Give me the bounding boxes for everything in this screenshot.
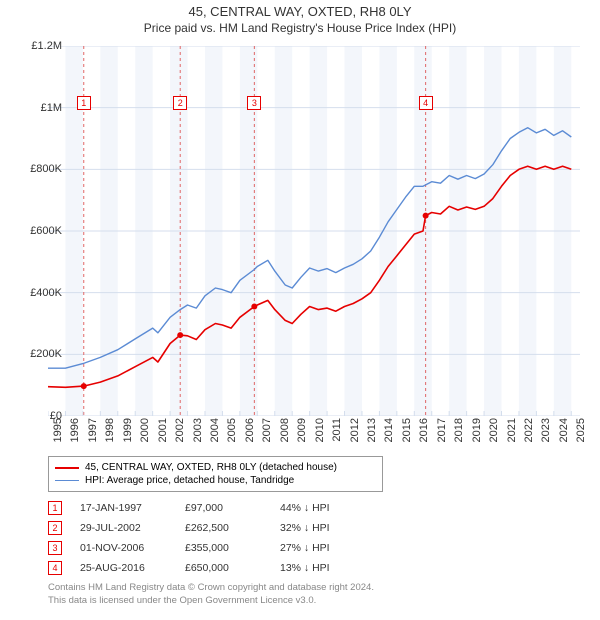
tx-price: £262,500 xyxy=(185,522,280,534)
tx-price: £355,000 xyxy=(185,542,280,554)
x-tick-label: 2022 xyxy=(523,418,535,452)
x-tick-label: 2025 xyxy=(575,418,587,452)
legend: 45, CENTRAL WAY, OXTED, RH8 0LY (detache… xyxy=(48,456,383,492)
chart-title: 45, CENTRAL WAY, OXTED, RH8 0LY xyxy=(0,4,600,19)
transaction-table: 1 17-JAN-1997 £97,000 44% ↓ HPI 2 29-JUL… xyxy=(48,498,370,578)
x-tick-label: 2009 xyxy=(296,418,308,452)
table-row: 2 29-JUL-2002 £262,500 32% ↓ HPI xyxy=(48,518,370,538)
legend-label: HPI: Average price, detached house, Tand… xyxy=(85,475,294,486)
x-tick-label: 2017 xyxy=(436,418,448,452)
legend-swatch xyxy=(55,480,79,482)
tx-date: 17-JAN-1997 xyxy=(80,502,185,514)
x-tick-label: 2013 xyxy=(366,418,378,452)
x-tick-label: 2020 xyxy=(488,418,500,452)
chart-marker: 2 xyxy=(173,96,187,110)
table-row: 3 01-NOV-2006 £355,000 27% ↓ HPI xyxy=(48,538,370,558)
x-tick-label: 2010 xyxy=(314,418,326,452)
legend-row: HPI: Average price, detached house, Tand… xyxy=(55,474,376,487)
x-tick-label: 2004 xyxy=(209,418,221,452)
chart-marker: 1 xyxy=(77,96,91,110)
title-block: 45, CENTRAL WAY, OXTED, RH8 0LY Price pa… xyxy=(0,0,600,35)
x-tick-label: 2015 xyxy=(401,418,413,452)
x-tick-label: 2014 xyxy=(383,418,395,452)
x-tick-label: 2024 xyxy=(558,418,570,452)
x-tick-label: 2005 xyxy=(226,418,238,452)
legend-label: 45, CENTRAL WAY, OXTED, RH8 0LY (detache… xyxy=(85,462,337,473)
x-tick-label: 2007 xyxy=(261,418,273,452)
chart-marker: 4 xyxy=(419,96,433,110)
footer-line: Contains HM Land Registry data © Crown c… xyxy=(48,582,374,595)
x-tick-label: 1995 xyxy=(52,418,64,452)
chart-svg xyxy=(48,46,580,416)
marker-ref: 4 xyxy=(48,561,62,575)
x-tick-label: 2023 xyxy=(540,418,552,452)
y-tick-label: £800K xyxy=(20,163,62,175)
x-tick-label: 2002 xyxy=(174,418,186,452)
x-tick-label: 2018 xyxy=(453,418,465,452)
tx-diff: 32% ↓ HPI xyxy=(280,522,370,534)
x-tick-label: 2000 xyxy=(139,418,151,452)
x-tick-label: 2003 xyxy=(192,418,204,452)
y-tick-label: £200K xyxy=(20,348,62,360)
tx-date: 25-AUG-2016 xyxy=(80,562,185,574)
legend-row: 45, CENTRAL WAY, OXTED, RH8 0LY (detache… xyxy=(55,461,376,474)
x-tick-label: 2019 xyxy=(471,418,483,452)
y-tick-label: £1.2M xyxy=(20,40,62,52)
legend-swatch xyxy=(55,467,79,469)
marker-ref: 1 xyxy=(48,501,62,515)
x-tick-label: 2016 xyxy=(418,418,430,452)
footer-line: This data is licensed under the Open Gov… xyxy=(48,595,374,608)
table-row: 4 25-AUG-2016 £650,000 13% ↓ HPI xyxy=(48,558,370,578)
tx-price: £97,000 xyxy=(185,502,280,514)
plot-area xyxy=(48,46,580,416)
marker-ref: 2 xyxy=(48,521,62,535)
chart-container: 45, CENTRAL WAY, OXTED, RH8 0LY Price pa… xyxy=(0,0,600,620)
tx-price: £650,000 xyxy=(185,562,280,574)
tx-diff: 13% ↓ HPI xyxy=(280,562,370,574)
tx-date: 01-NOV-2006 xyxy=(80,542,185,554)
tx-diff: 27% ↓ HPI xyxy=(280,542,370,554)
chart-marker: 3 xyxy=(247,96,261,110)
x-tick-label: 1999 xyxy=(122,418,134,452)
x-tick-label: 2001 xyxy=(157,418,169,452)
x-tick-label: 1996 xyxy=(69,418,81,452)
x-tick-label: 2006 xyxy=(244,418,256,452)
y-tick-label: £600K xyxy=(20,225,62,237)
footer-attribution: Contains HM Land Registry data © Crown c… xyxy=(48,582,374,608)
x-tick-label: 1998 xyxy=(104,418,116,452)
x-tick-label: 2011 xyxy=(331,418,343,452)
x-tick-label: 2021 xyxy=(506,418,518,452)
y-tick-label: £400K xyxy=(20,287,62,299)
x-tick-label: 1997 xyxy=(87,418,99,452)
x-tick-label: 2012 xyxy=(349,418,361,452)
x-tick-label: 2008 xyxy=(279,418,291,452)
y-tick-label: £1M xyxy=(20,102,62,114)
tx-date: 29-JUL-2002 xyxy=(80,522,185,534)
chart-subtitle: Price paid vs. HM Land Registry's House … xyxy=(0,21,600,35)
table-row: 1 17-JAN-1997 £97,000 44% ↓ HPI xyxy=(48,498,370,518)
marker-ref: 3 xyxy=(48,541,62,555)
tx-diff: 44% ↓ HPI xyxy=(280,502,370,514)
